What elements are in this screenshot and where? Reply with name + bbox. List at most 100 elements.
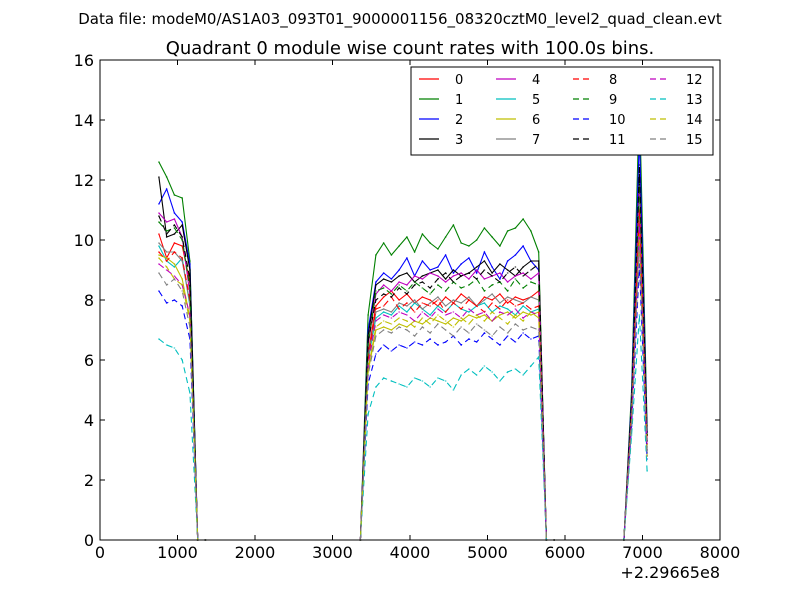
data-point: [444, 323, 447, 325]
data-point: [530, 278, 532, 280]
data-point: [514, 296, 517, 298]
data-point: [398, 317, 401, 319]
data-point: [530, 269, 532, 271]
data-point: [375, 326, 377, 328]
data-point: [460, 293, 463, 295]
data-point: [181, 305, 184, 307]
data-point: [444, 380, 447, 382]
legend-label: 13: [686, 93, 703, 108]
data-point: [475, 314, 478, 316]
data-point: [367, 413, 370, 415]
data-point: [165, 230, 168, 232]
data-point: [499, 302, 501, 304]
data-point: [406, 311, 408, 313]
data-point: [429, 242, 432, 244]
data-point: [382, 308, 385, 310]
data-point: [646, 470, 649, 472]
data-point: [429, 332, 432, 334]
data-point: [158, 245, 160, 247]
data-point: [375, 299, 377, 301]
data-point: [165, 269, 168, 271]
data-point: [506, 314, 509, 316]
data-point: [375, 320, 377, 322]
y-tick-label: 0: [84, 531, 94, 550]
data-point: [499, 308, 501, 310]
data-point: [468, 284, 470, 286]
data-point: [537, 329, 540, 331]
data-point: [181, 290, 184, 292]
data-point: [173, 347, 176, 349]
data-point: [483, 260, 486, 262]
series-line-6: [158, 233, 648, 541]
data-point: [382, 344, 385, 346]
data-point: [444, 329, 447, 331]
data-point: [522, 266, 525, 268]
data-point: [630, 422, 633, 424]
data-point: [189, 287, 191, 289]
data-point: [437, 314, 439, 316]
data-point: [506, 371, 509, 373]
data-point: [165, 236, 168, 238]
x-offset-label: +2.29665e8: [620, 563, 720, 582]
data-point: [475, 272, 478, 274]
series-line-0: [158, 224, 648, 541]
legend-label: 0: [455, 73, 463, 88]
data-point: [429, 299, 432, 301]
data-point: [421, 380, 424, 382]
data-point: [452, 275, 455, 277]
x-tick-label: 0: [95, 543, 105, 562]
data-point: [452, 224, 455, 226]
data-point: [530, 326, 532, 328]
data-point: [522, 272, 525, 274]
data-point: [522, 320, 525, 322]
data-point: [638, 314, 641, 316]
data-point: [522, 374, 525, 376]
data-point: [537, 260, 540, 262]
data-point: [483, 278, 486, 280]
data-point: [638, 164, 641, 166]
data-point: [382, 305, 385, 307]
data-point: [522, 218, 525, 220]
data-point: [173, 212, 176, 214]
series-14: [158, 239, 649, 541]
data-point: [406, 320, 408, 322]
data-point: [638, 239, 641, 241]
data-point: [452, 389, 455, 391]
data-point: [514, 368, 517, 370]
data-point: [398, 299, 401, 301]
data-point: [382, 272, 385, 274]
data-point: [460, 287, 463, 289]
data-point: [413, 299, 416, 301]
data-point: [491, 299, 494, 301]
data-point: [514, 314, 517, 316]
data-point: [398, 326, 401, 328]
data-point: [375, 254, 377, 256]
legend-label: 15: [686, 133, 703, 148]
data-point: [429, 287, 432, 289]
data-point: [483, 269, 486, 271]
data-point: [367, 374, 370, 376]
series-3: [158, 173, 649, 541]
data-point: [491, 371, 494, 373]
x-tick-label: 6000: [545, 543, 586, 562]
data-point: [437, 305, 439, 307]
data-point: [491, 335, 494, 337]
data-point: [429, 317, 432, 319]
data-point: [421, 296, 424, 298]
data-point: [491, 284, 494, 286]
data-point: [406, 272, 408, 274]
data-point: [382, 296, 385, 298]
data-point: [460, 344, 463, 346]
series-2: [158, 134, 649, 541]
data-point: [468, 245, 470, 247]
data-point: [506, 308, 509, 310]
data-point: [491, 275, 494, 277]
data-point: [483, 251, 486, 253]
data-point: [499, 314, 501, 316]
data-point: [452, 326, 455, 328]
data-point: [382, 293, 385, 295]
data-point: [181, 278, 184, 280]
data-point: [429, 386, 432, 388]
series-8: [158, 209, 649, 541]
data-point: [165, 266, 168, 268]
